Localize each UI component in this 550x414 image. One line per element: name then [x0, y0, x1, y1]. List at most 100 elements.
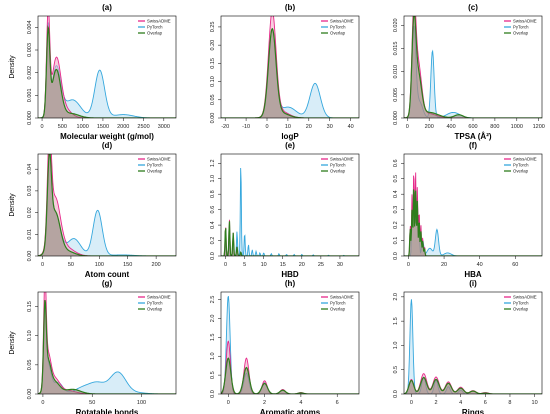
- line-overlap: [404, 189, 542, 256]
- line-swissadme: [38, 154, 176, 256]
- legend-label-pytorch: PyTorch: [330, 163, 346, 168]
- x-tick-label: 0: [227, 400, 230, 406]
- y-tick-label: 0.020: [393, 18, 399, 32]
- x-tick-label: 2: [435, 400, 438, 406]
- legend-label-swissadme: SwissADME: [147, 19, 171, 24]
- x-tick-label: 30: [327, 124, 333, 130]
- legend-label-overlap: Overlap: [147, 31, 163, 36]
- panel-label: (c): [468, 3, 478, 12]
- x-tick-label: -10: [242, 124, 250, 130]
- x-tick-label: 0: [41, 124, 44, 130]
- legend-label-swissadme: SwissADME: [147, 157, 171, 162]
- y-tick-label: 2.0: [393, 293, 399, 301]
- panel-c: (c) 0 200 400 600 800 1000 1200 0.000 0.005 0.010 0…: [393, 3, 545, 141]
- y-tick-label: 0.15: [210, 58, 216, 69]
- area-overlap: [404, 189, 542, 256]
- x-tick-label: 10: [532, 400, 538, 406]
- y-tick-label: 0.05: [27, 359, 33, 370]
- legend-label-swissadme: SwissADME: [513, 295, 537, 300]
- x-tick-label: 4: [459, 400, 462, 406]
- x-tick-label: 6: [484, 400, 487, 406]
- x-tick-label: 20: [299, 262, 305, 268]
- x-tick-label: 200: [152, 262, 161, 268]
- area-swissadme: [404, 172, 542, 256]
- y-tick-label: 0.0: [210, 390, 216, 398]
- y-tick-label: 0.15: [27, 301, 33, 312]
- legend-label-overlap: Overlap: [513, 31, 529, 36]
- legend-label-overlap: Overlap: [147, 307, 163, 312]
- x-tick-label: 0: [407, 262, 410, 268]
- axes-frame: [37, 291, 177, 395]
- panel-e: (e) 0 5 10 15 20 25 30 0.0 0.2 0.4 0.6 0.8 1.0 1.2 HBD S…: [210, 141, 360, 279]
- area-overlap: [404, 377, 542, 394]
- panel-label: (e): [285, 141, 295, 150]
- panel-a: (a) 0 500 1000 1500 2000 2500 3000 0.000 0.001 0.0…: [9, 3, 177, 141]
- legend-label-swissadme: SwissADME: [330, 295, 354, 300]
- area-overlap: [38, 27, 176, 118]
- x-tick-label: 2: [263, 400, 266, 406]
- line-swissadme: [221, 16, 359, 118]
- y-tick-label: 0.2: [210, 237, 216, 245]
- x-tick-label: 8: [508, 400, 511, 406]
- x-tick-label: 0: [224, 262, 227, 268]
- y-tick-label: 0.02: [27, 207, 33, 218]
- y-tick-label: 0.1: [393, 237, 399, 245]
- x-tick-label: 40: [477, 262, 483, 268]
- panel-label: (g): [102, 279, 113, 288]
- x-tick-label: 20: [306, 124, 312, 130]
- legend-label-swissadme: SwissADME: [513, 157, 537, 162]
- x-tick-label: 0: [41, 262, 44, 268]
- legend-label-pytorch: PyTorch: [147, 25, 163, 30]
- y-tick-label: 0.10: [27, 330, 33, 341]
- line-pytorch: [38, 300, 176, 394]
- axes-frame: [37, 15, 177, 119]
- y-axis-label: Density: [9, 55, 16, 79]
- x-axis-label: Atom count: [85, 270, 130, 279]
- y-tick-label: 0.005: [393, 88, 399, 102]
- legend-label-pytorch: PyTorch: [147, 163, 163, 168]
- legend-label-swissadme: SwissADME: [330, 19, 354, 24]
- x-axis-label: HBA: [464, 270, 482, 279]
- line-swissadme: [38, 292, 176, 394]
- panel-label: (f): [469, 141, 477, 150]
- x-tick-label: 2000: [117, 124, 129, 130]
- x-tick-label: 60: [512, 262, 518, 268]
- legend-label-overlap: Overlap: [330, 307, 346, 312]
- y-tick-label: 1.5: [210, 334, 216, 342]
- y-tick-label: 0.000: [27, 111, 33, 125]
- y-tick-label: 0.8: [210, 190, 216, 198]
- line-overlap: [38, 154, 176, 256]
- area-pytorch: [221, 28, 359, 118]
- x-tick-label: 50: [89, 400, 95, 406]
- area-overlap: [404, 16, 542, 118]
- y-tick-label: 1.0: [393, 342, 399, 350]
- x-tick-label: 800: [490, 124, 499, 130]
- y-tick-label: 1.0: [210, 352, 216, 360]
- panel-h: (h) 0 2 4 6 0.0 0.5 1.0 1.5 2.0 2.5 Aromatic atoms S…: [210, 279, 360, 414]
- axes-frame: [220, 153, 360, 257]
- y-tick-label: 0.0: [393, 252, 399, 260]
- x-axis-label: logP: [281, 132, 299, 141]
- area-swissadme: [38, 16, 176, 118]
- plot-area: [404, 172, 542, 256]
- plot-area: [404, 299, 542, 394]
- y-tick-label: 0.002: [27, 66, 33, 80]
- x-tick-label: 600: [468, 124, 477, 130]
- area-overlap: [38, 300, 176, 394]
- x-tick-label: 0: [406, 124, 409, 130]
- y-tick-label: 0.10: [210, 76, 216, 87]
- x-tick-label: 10: [261, 262, 267, 268]
- x-tick-label: 5: [243, 262, 246, 268]
- y-tick-label: 0.00: [27, 389, 33, 400]
- y-tick-label: 0.03: [27, 186, 33, 197]
- y-tick-label: 0.6: [210, 206, 216, 214]
- y-tick-label: 0.010: [393, 65, 399, 79]
- x-tick-label: 100: [95, 262, 104, 268]
- x-tick-label: 15: [280, 262, 286, 268]
- line-overlap: [221, 357, 359, 394]
- x-tick-label: 1500: [97, 124, 109, 130]
- y-tick-label: 0.20: [210, 40, 216, 51]
- line-overlap: [221, 27, 359, 118]
